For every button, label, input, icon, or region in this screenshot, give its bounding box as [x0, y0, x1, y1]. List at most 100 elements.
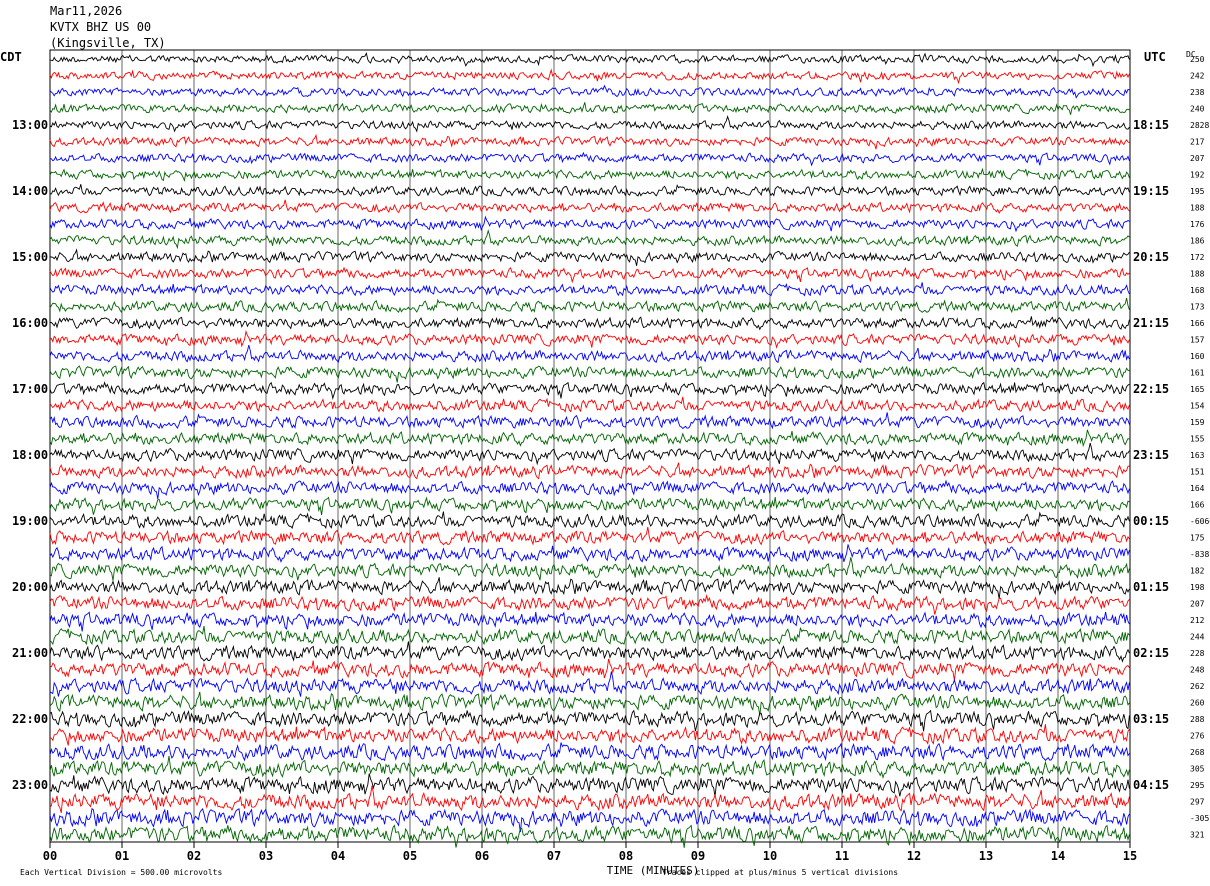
seismic-trace	[49, 167, 1130, 183]
dc-value: 295	[1190, 781, 1205, 790]
seismic-trace	[49, 773, 1130, 797]
utc-hour-label: 18:15	[1133, 118, 1169, 132]
utc-hour-label: 19:15	[1133, 184, 1169, 198]
seismic-trace	[49, 709, 1130, 732]
seismic-trace	[49, 724, 1130, 746]
seismic-trace	[49, 316, 1130, 331]
seismic-trace	[49, 229, 1130, 250]
seismic-trace	[49, 526, 1130, 546]
utc-hour-label: 21:15	[1133, 316, 1169, 330]
seismic-trace	[49, 479, 1130, 500]
dc-value: 288	[1190, 715, 1205, 724]
seismic-trace	[49, 785, 1130, 814]
dc-value: 297	[1190, 798, 1205, 807]
seismic-trace	[49, 184, 1130, 197]
seismic-trace	[49, 115, 1130, 133]
seismic-trace	[49, 496, 1130, 515]
utc-hour-label: 02:15	[1133, 646, 1169, 660]
seismic-trace	[49, 641, 1130, 663]
dc-value: 207	[1190, 600, 1205, 609]
dc-value: 173	[1190, 303, 1205, 312]
x-tick-label: 13	[979, 849, 993, 863]
cdt-hour-label: 14:00	[12, 184, 48, 198]
cdt-label: CDT	[0, 50, 22, 64]
utc-hour-label: 01:15	[1133, 580, 1169, 594]
seismic-trace	[49, 594, 1130, 615]
dc-value: 212	[1190, 616, 1205, 625]
seismic-trace	[49, 297, 1130, 314]
dc-value: 175	[1190, 534, 1205, 543]
seismic-trace	[49, 511, 1130, 529]
seismic-trace	[49, 658, 1130, 681]
dc-value: 157	[1190, 336, 1205, 345]
seismic-trace	[49, 691, 1130, 716]
dc-value: -60662	[1190, 517, 1210, 526]
x-tick-label: 02	[187, 849, 201, 863]
cdt-hour-label: 18:00	[12, 448, 48, 462]
dc-value: 188	[1190, 270, 1205, 279]
dc-value: 186	[1190, 237, 1205, 246]
dc-value: 188	[1190, 204, 1205, 213]
x-tick-label: 05	[403, 849, 417, 863]
dc-value: 160	[1190, 352, 1205, 361]
seismic-trace	[49, 462, 1130, 480]
dc-value: 182	[1190, 567, 1205, 576]
seismic-trace	[49, 824, 1130, 848]
seismic-trace	[49, 282, 1130, 297]
x-tick-label: 07	[547, 849, 561, 863]
dc-value: 161	[1190, 369, 1205, 378]
dc-value: 195	[1190, 187, 1205, 196]
seismic-trace	[49, 151, 1130, 167]
x-tick-label: 03	[259, 849, 273, 863]
x-tick-label: 10	[763, 849, 777, 863]
dc-value: 166	[1190, 319, 1205, 328]
seismic-trace	[49, 544, 1130, 564]
dc-value: 260	[1190, 699, 1205, 708]
clip-note: Traces clipped at plus/minus 5 vertical …	[662, 868, 899, 877]
seismic-trace	[49, 266, 1130, 284]
x-tick-label: 01	[115, 849, 129, 863]
seismic-trace	[49, 807, 1130, 833]
x-tick-label: 11	[835, 849, 849, 863]
dc-value: 238	[1190, 88, 1205, 97]
x-tick-label: 14	[1051, 849, 1065, 863]
dc-value: 154	[1190, 402, 1205, 411]
dc-value: 164	[1190, 484, 1205, 493]
seismic-trace	[49, 329, 1130, 349]
dc-value: 242	[1190, 72, 1205, 81]
cdt-hour-label: 23:00	[12, 778, 48, 792]
x-tick-label: 08	[619, 849, 633, 863]
dc-value: 217	[1190, 138, 1205, 147]
x-tick-label: 09	[691, 849, 705, 863]
dc-value: 268	[1190, 748, 1205, 757]
seismic-trace	[49, 365, 1130, 383]
x-tick-label: 04	[331, 849, 345, 863]
cdt-hour-label: 15:00	[12, 250, 48, 264]
cdt-hour-label: 17:00	[12, 382, 48, 396]
dc-value: 248	[1190, 666, 1205, 675]
seismic-trace	[49, 215, 1130, 233]
station-label: KVTX BHZ US 00	[50, 20, 152, 34]
seismic-trace	[49, 577, 1130, 599]
dc-value: -838	[1190, 550, 1209, 559]
cdt-hour-label: 20:00	[12, 580, 48, 594]
seismic-trace	[49, 344, 1130, 364]
dc-value: 165	[1190, 385, 1205, 394]
seismic-trace	[49, 557, 1130, 581]
dc-value: -305	[1190, 814, 1209, 823]
x-tick-label: 15	[1123, 849, 1137, 863]
cdt-hour-label: 21:00	[12, 646, 48, 660]
dc-value: 228	[1190, 649, 1205, 658]
dc-value: 276	[1190, 732, 1205, 741]
dc-value: 151	[1190, 468, 1205, 477]
dc-value: 250	[1190, 55, 1205, 64]
seismic-trace	[49, 671, 1130, 697]
dc-value: 176	[1190, 220, 1205, 229]
seismic-trace	[49, 51, 1130, 68]
dc-value: 207	[1190, 154, 1205, 163]
seismic-trace	[49, 442, 1130, 466]
x-tick-label: 12	[907, 849, 921, 863]
seismic-trace	[49, 381, 1130, 400]
x-axis-label: TIME (MINUTES)	[607, 864, 700, 877]
